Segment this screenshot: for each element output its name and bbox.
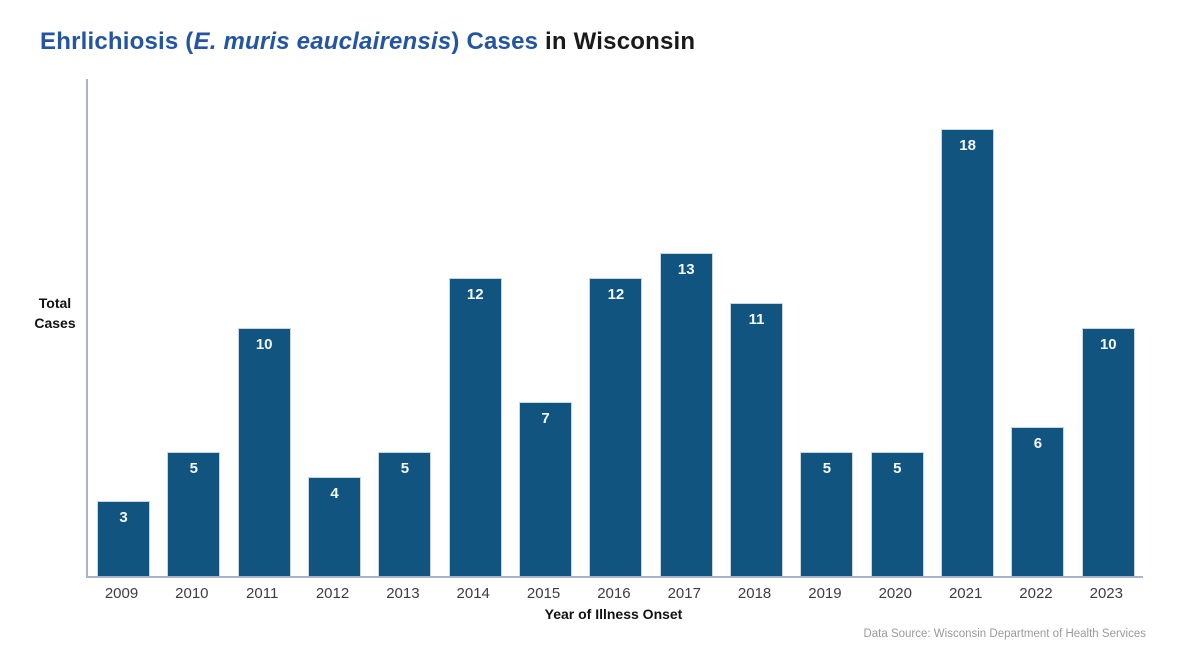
bar-2009: 3	[97, 501, 150, 576]
x-tick-labels: 2009 2010 2011 2012 2013 2014 2015 2016 2017 2018…	[86, 585, 1141, 602]
bar-value-label-2013: 5	[400, 459, 410, 477]
bar-2020: 5	[870, 451, 924, 576]
x-tick-2022: 2022	[1019, 585, 1053, 602]
bar-2022: 6	[1011, 426, 1065, 576]
bar-value-label-2019: 5	[822, 459, 832, 477]
bar-value-label-2017: 13	[677, 260, 695, 278]
bar-2011: 10	[237, 327, 291, 576]
bar-value-label-2018: 11	[748, 310, 765, 328]
bar-value-label-2021: 18	[959, 136, 976, 154]
bar-value-label-2016: 12	[607, 285, 625, 303]
bar-value-label-2014: 12	[466, 285, 484, 303]
x-axis-title: Year of Illness Onset	[544, 606, 683, 622]
bar-2015: 7	[519, 402, 573, 576]
bars-container: 3 5 10 4 5 12 7 12 13 11 5 5 18 6 10	[88, 79, 1143, 576]
title-segment-location: in Wisconsin	[538, 28, 696, 55]
title-segment-species-italic: E. muris eauclairensis	[193, 28, 452, 55]
bar-2013: 5	[378, 451, 432, 576]
bar-2021: 18	[941, 128, 995, 576]
bar-2023: 10	[1081, 327, 1135, 576]
y-axis-label: Total Cases	[34, 295, 76, 332]
x-tick-2020: 2020	[878, 585, 912, 602]
x-tick-2011: 2011	[246, 585, 279, 602]
plot-area: 3 5 10 4 5 12 7 12 13 11 5 5 18 6 10	[86, 79, 1143, 578]
x-tick-2010: 2010	[175, 585, 209, 602]
x-tick-2021: 2021	[948, 585, 983, 602]
bar-value-label-2020: 5	[893, 459, 902, 477]
bar-2014: 12	[448, 277, 502, 576]
bar-value-label-2010: 5	[189, 459, 199, 477]
bar-2018: 11	[730, 302, 784, 576]
bar-2019: 5	[800, 451, 854, 576]
bar-value-label-2022: 6	[1033, 434, 1043, 452]
title-segment-plain: Ehrlichiosis (	[40, 28, 194, 55]
bar-2016: 12	[589, 277, 643, 576]
x-tick-2009: 2009	[104, 585, 139, 602]
x-tick-2015: 2015	[526, 585, 561, 602]
bar-2017: 13	[659, 252, 713, 576]
x-tick-2013: 2013	[386, 585, 420, 602]
bar-value-label-2009: 3	[119, 509, 128, 527]
x-tick-2014: 2014	[456, 585, 490, 602]
x-tick-2019: 2019	[808, 585, 842, 602]
x-tick-2018: 2018	[737, 585, 772, 602]
bar-value-label-2011: 10	[255, 335, 273, 353]
title-segment-cases: ) Cases	[451, 28, 539, 55]
x-tick-2023: 2023	[1089, 585, 1123, 602]
bar-2012: 4	[308, 476, 362, 576]
data-source-note: Data Source: Wisconsin Department of Hea…	[863, 628, 1146, 640]
x-tick-2017: 2017	[667, 585, 701, 602]
bar-2010: 5	[167, 451, 221, 576]
bar-value-label-2015: 7	[541, 410, 550, 428]
bar-value-label-2023: 10	[1099, 335, 1117, 353]
x-tick-2016: 2016	[597, 585, 631, 602]
bar-value-label-2012: 4	[330, 484, 339, 502]
chart-title: Ehrlichiosis (E. muris eauclairensis) Ca…	[40, 28, 695, 56]
x-tick-2012: 2012	[315, 585, 350, 602]
